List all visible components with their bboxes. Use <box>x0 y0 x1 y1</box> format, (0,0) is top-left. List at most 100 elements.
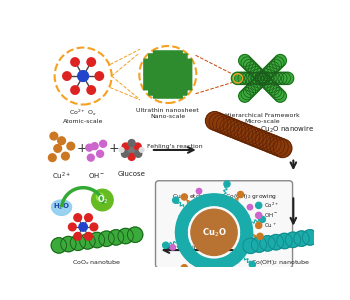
Circle shape <box>249 261 256 268</box>
Circle shape <box>256 212 262 218</box>
Circle shape <box>262 66 275 79</box>
Circle shape <box>248 64 260 76</box>
Circle shape <box>255 71 267 83</box>
Circle shape <box>71 86 79 94</box>
Circle shape <box>87 86 96 94</box>
Circle shape <box>259 216 265 223</box>
Circle shape <box>220 117 238 136</box>
Circle shape <box>173 197 179 203</box>
Circle shape <box>246 61 258 74</box>
Circle shape <box>78 70 89 81</box>
Circle shape <box>265 80 277 93</box>
Circle shape <box>243 238 258 254</box>
Text: Glucose: Glucose <box>118 171 146 177</box>
Circle shape <box>241 88 253 100</box>
Circle shape <box>127 227 143 242</box>
Circle shape <box>92 189 113 211</box>
Circle shape <box>209 113 228 131</box>
Circle shape <box>268 72 280 85</box>
Circle shape <box>243 85 256 98</box>
Text: Hierarchical Framework
Micro-scale: Hierarchical Framework Micro-scale <box>225 113 300 124</box>
Circle shape <box>121 150 128 157</box>
Circle shape <box>255 72 267 85</box>
Circle shape <box>238 72 250 85</box>
Circle shape <box>70 235 86 250</box>
Circle shape <box>127 146 136 154</box>
Circle shape <box>181 265 187 271</box>
Circle shape <box>87 58 96 66</box>
Circle shape <box>256 202 262 208</box>
Circle shape <box>241 57 253 69</box>
Circle shape <box>262 135 281 153</box>
FancyBboxPatch shape <box>158 51 163 98</box>
Circle shape <box>285 232 301 248</box>
Circle shape <box>58 137 65 145</box>
Circle shape <box>213 115 231 133</box>
Circle shape <box>85 214 92 221</box>
Circle shape <box>191 209 237 256</box>
Circle shape <box>216 116 235 134</box>
Circle shape <box>205 112 224 130</box>
Text: Co(OH)$_2$ nanotube: Co(OH)$_2$ nanotube <box>251 258 310 267</box>
Circle shape <box>277 233 292 249</box>
Circle shape <box>89 232 105 248</box>
Circle shape <box>122 143 129 150</box>
Circle shape <box>258 71 270 83</box>
Circle shape <box>80 234 95 249</box>
Circle shape <box>261 72 274 85</box>
Circle shape <box>118 228 133 244</box>
Circle shape <box>272 88 284 100</box>
Circle shape <box>181 194 187 200</box>
Circle shape <box>231 122 249 140</box>
Circle shape <box>253 76 265 88</box>
Text: Fehling's reaction: Fehling's reaction <box>147 144 203 149</box>
Circle shape <box>268 235 284 250</box>
Polygon shape <box>238 215 252 233</box>
Circle shape <box>274 55 286 67</box>
Circle shape <box>194 276 200 283</box>
Text: O$_2$: O$_2$ <box>97 194 108 206</box>
Circle shape <box>260 76 272 88</box>
Circle shape <box>128 140 135 146</box>
Circle shape <box>248 129 267 147</box>
Circle shape <box>74 214 82 221</box>
Circle shape <box>247 205 253 210</box>
Circle shape <box>90 223 98 231</box>
Text: +: + <box>108 142 119 155</box>
Circle shape <box>79 223 88 231</box>
Polygon shape <box>51 200 71 215</box>
Circle shape <box>267 61 279 74</box>
Polygon shape <box>238 232 252 250</box>
Polygon shape <box>189 253 209 270</box>
Circle shape <box>251 237 267 252</box>
Circle shape <box>266 136 285 155</box>
Circle shape <box>270 59 282 71</box>
Circle shape <box>272 57 284 69</box>
Circle shape <box>69 223 76 231</box>
Circle shape <box>85 232 92 240</box>
Text: Cu$^{2+}$: Cu$^{2+}$ <box>52 171 71 182</box>
Text: +: + <box>76 142 87 155</box>
FancyBboxPatch shape <box>182 54 187 95</box>
Circle shape <box>139 148 144 152</box>
Polygon shape <box>230 244 249 263</box>
Circle shape <box>258 72 270 85</box>
Circle shape <box>224 181 230 187</box>
Polygon shape <box>176 215 190 233</box>
Circle shape <box>258 74 270 86</box>
Circle shape <box>62 152 69 160</box>
Circle shape <box>163 242 169 248</box>
Circle shape <box>128 153 135 161</box>
FancyBboxPatch shape <box>154 51 158 98</box>
Circle shape <box>270 85 282 98</box>
Circle shape <box>239 90 251 102</box>
Circle shape <box>270 138 288 156</box>
Circle shape <box>97 150 104 157</box>
Circle shape <box>241 126 260 145</box>
Text: H$_2$O: H$_2$O <box>53 202 70 212</box>
Circle shape <box>88 154 94 161</box>
Circle shape <box>238 124 256 143</box>
Text: Co$^{2+}$ O$_x$
Atomic-scale: Co$^{2+}$ O$_x$ Atomic-scale <box>63 108 103 124</box>
FancyBboxPatch shape <box>149 54 153 95</box>
Circle shape <box>251 66 263 79</box>
